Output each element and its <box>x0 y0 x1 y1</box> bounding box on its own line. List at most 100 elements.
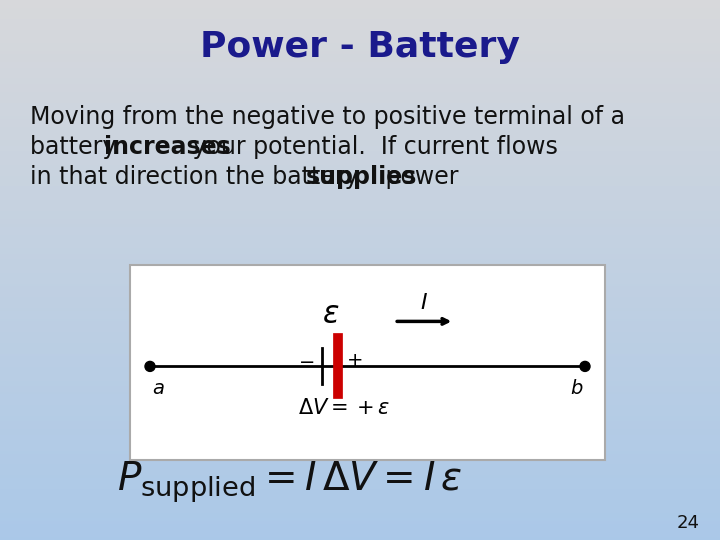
Bar <box>0 489 720 491</box>
Text: power: power <box>378 165 459 189</box>
Bar <box>0 437 720 440</box>
Text: $b$: $b$ <box>570 379 584 398</box>
Bar <box>0 400 720 402</box>
Bar <box>0 211 720 213</box>
Bar <box>0 359 720 362</box>
Bar <box>0 208 720 211</box>
Bar <box>0 0 720 3</box>
Bar <box>0 194 720 197</box>
Bar <box>0 329 720 332</box>
Bar <box>0 200 720 202</box>
Bar <box>0 19 720 22</box>
Text: $P_{\mathrm{supplied}} = I\,\Delta V = I\,\varepsilon$: $P_{\mathrm{supplied}} = I\,\Delta V = I… <box>117 459 463 505</box>
Bar <box>0 373 720 375</box>
Bar <box>0 119 720 122</box>
Bar <box>0 429 720 432</box>
Text: $a$: $a$ <box>152 379 164 398</box>
Bar <box>0 186 720 189</box>
Bar <box>0 310 720 313</box>
Bar <box>0 343 720 346</box>
Bar <box>0 154 720 157</box>
Bar <box>0 427 720 429</box>
Bar <box>0 27 720 30</box>
Bar <box>0 518 720 521</box>
Text: $\varepsilon$: $\varepsilon$ <box>322 300 339 329</box>
Bar <box>0 324 720 327</box>
Bar <box>0 456 720 459</box>
Bar <box>0 332 720 335</box>
Bar <box>0 16 720 19</box>
Bar <box>0 459 720 462</box>
Bar <box>0 122 720 124</box>
Bar <box>0 383 720 386</box>
Bar <box>0 224 720 227</box>
Bar <box>0 89 720 92</box>
Bar <box>0 159 720 162</box>
Bar <box>0 38 720 40</box>
Bar <box>0 300 720 302</box>
Bar <box>0 86 720 89</box>
Bar <box>0 408 720 410</box>
Bar <box>0 219 720 221</box>
Bar <box>0 362 720 364</box>
Bar <box>0 176 720 178</box>
Bar <box>0 116 720 119</box>
Bar <box>0 124 720 127</box>
Bar <box>0 392 720 394</box>
Bar <box>0 232 720 235</box>
Bar <box>0 481 720 483</box>
Bar <box>0 213 720 216</box>
Bar <box>0 248 720 251</box>
Bar <box>0 497 720 500</box>
Bar <box>0 292 720 294</box>
Bar <box>0 443 720 445</box>
Bar <box>0 32 720 35</box>
Bar <box>0 146 720 148</box>
Bar <box>0 472 720 475</box>
Bar <box>0 54 720 57</box>
Text: $I$: $I$ <box>420 293 428 313</box>
Bar <box>0 381 720 383</box>
Bar <box>0 138 720 140</box>
Bar <box>0 454 720 456</box>
Bar <box>0 273 720 275</box>
Bar <box>0 284 720 286</box>
Bar <box>0 68 720 70</box>
Bar <box>0 254 720 256</box>
Bar <box>0 294 720 297</box>
Bar <box>0 230 720 232</box>
Bar <box>0 354 720 356</box>
Bar <box>0 238 720 240</box>
Bar <box>0 535 720 537</box>
Bar <box>0 3 720 5</box>
Bar <box>0 451 720 454</box>
Bar <box>0 143 720 146</box>
Bar <box>0 148 720 151</box>
Bar <box>0 49 720 51</box>
Bar <box>0 319 720 321</box>
Bar <box>0 281 720 284</box>
Bar <box>0 35 720 38</box>
Bar <box>0 140 720 143</box>
Bar <box>0 340 720 343</box>
Bar <box>0 94 720 97</box>
Bar <box>0 475 720 478</box>
Bar <box>0 502 720 505</box>
Bar <box>0 127 720 130</box>
Bar <box>0 11 720 14</box>
Bar <box>0 508 720 510</box>
Bar <box>0 364 720 367</box>
Bar <box>0 386 720 389</box>
Bar <box>0 43 720 46</box>
Bar <box>0 483 720 486</box>
Bar <box>0 62 720 65</box>
Bar <box>0 178 720 181</box>
Bar <box>0 524 720 526</box>
Bar <box>0 240 720 243</box>
Bar <box>0 302 720 305</box>
Bar <box>0 78 720 81</box>
Bar <box>0 165 720 167</box>
Bar <box>0 416 720 418</box>
Bar <box>0 108 720 111</box>
Bar <box>0 130 720 132</box>
